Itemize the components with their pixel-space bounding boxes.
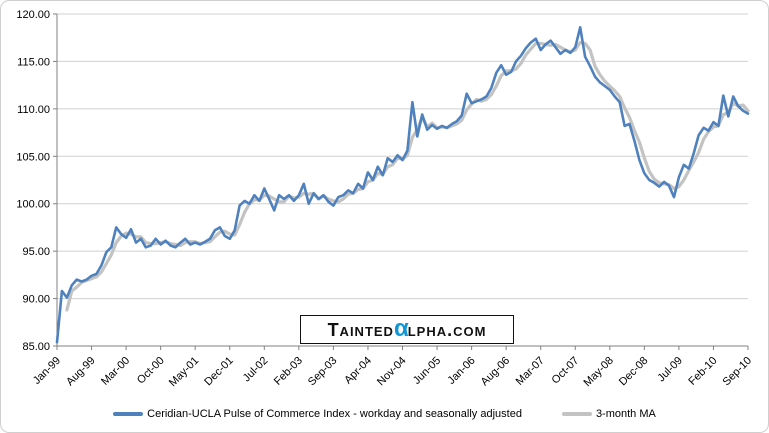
watermark: Tainted α lpha.com	[300, 315, 514, 344]
watermark-suffix: lpha.com	[407, 319, 487, 340]
x-axis-label: Mar-00	[99, 355, 132, 388]
x-axis-label: Jul-09	[655, 355, 685, 385]
x-axis-label: Dec-08	[617, 355, 651, 389]
x-axis-label: Sep-03	[306, 355, 340, 389]
legend-item-ma: 3-month MA	[561, 408, 656, 420]
x-axis-label: Jan-99	[31, 355, 63, 387]
legend-line-sample-blue	[113, 412, 144, 416]
x-axis-label: Apr-04	[342, 355, 374, 387]
series-line-pci	[55, 25, 750, 344]
y-axis-label: 85.00	[22, 341, 50, 353]
y-axis-label: 115.00	[17, 56, 50, 68]
x-axis-label: May-08	[581, 355, 615, 389]
x-axis-label: Feb-10	[686, 355, 719, 388]
x-axis-label: Oct-07	[550, 355, 582, 387]
y-axis-label: 120.00	[16, 9, 50, 21]
y-axis-label: 105.00	[16, 151, 50, 163]
legend-label-pci: Ceridian-UCLA Pulse of Commerce Index - …	[147, 408, 522, 420]
series-line-ma	[65, 40, 750, 312]
watermark-prefix: Tainted	[327, 319, 394, 340]
x-axis-label: Aug-06	[479, 355, 513, 389]
x-axis-label: Jan-06	[445, 355, 477, 387]
x-axis-label: Mar-07	[514, 355, 547, 388]
x-axis-label: Oct-00	[135, 355, 167, 387]
legend-line-sample-gray	[561, 412, 592, 416]
y-axis-label: 100.00	[16, 199, 50, 211]
legend-label-ma: 3-month MA	[595, 408, 656, 420]
x-axis-label: Dec-01	[202, 355, 236, 389]
x-axis-label: Feb-03	[272, 355, 305, 388]
x-axis-label: Aug-99	[64, 355, 98, 389]
x-axis-label: Jul-02	[241, 355, 271, 385]
legend-item-pci: Ceridian-UCLA Pulse of Commerce Index - …	[113, 408, 522, 420]
x-axis-label: May-01	[167, 355, 201, 389]
x-axis-label: Jun-05	[411, 355, 443, 387]
watermark-alpha-glyph: α	[393, 314, 409, 342]
y-axis-label: 110.00	[17, 104, 50, 116]
legend: Ceridian-UCLA Pulse of Commerce Index - …	[0, 405, 769, 423]
x-axis-label: Nov-04	[375, 355, 409, 389]
y-axis-label: 95.00	[22, 246, 50, 258]
y-axis-label: 90.00	[22, 294, 50, 306]
x-axis-label: Sep-10	[721, 355, 755, 389]
